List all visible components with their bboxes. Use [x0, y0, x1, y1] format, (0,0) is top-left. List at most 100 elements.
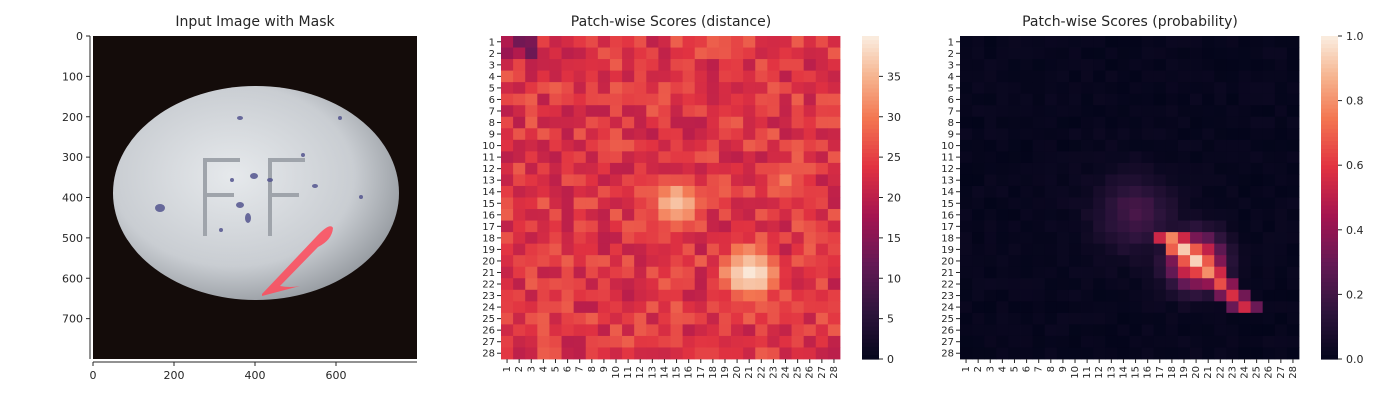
- heatmap-cell: [827, 232, 841, 245]
- heatmap-cell: [731, 301, 744, 314]
- heatmap-cell: [1165, 289, 1179, 302]
- colorbar-segment: [862, 350, 879, 356]
- heatmap-cell: [561, 105, 575, 118]
- heatmap-cell: [1262, 266, 1276, 279]
- heatmap-cell: [803, 209, 817, 221]
- heatmap-cell: [1068, 36, 1082, 48]
- heatmap-cell: [682, 278, 696, 291]
- heatmap-cell: [1056, 232, 1070, 245]
- heatmap-cell: [1141, 266, 1155, 279]
- colorbar-segment: [1321, 132, 1338, 138]
- heatmap-cell: [1274, 209, 1288, 221]
- heatmap-cell: [537, 174, 550, 187]
- heatmap-cell: [803, 278, 817, 291]
- heatmap-cell: [573, 185, 587, 198]
- colorbar-segment: [1321, 330, 1338, 336]
- x-tick-label: 6: [1022, 366, 1033, 372]
- heatmap-cell: [1093, 185, 1106, 198]
- heatmap-cell: [609, 70, 623, 83]
- y-tick-label: 16: [941, 210, 954, 221]
- heatmap-cell: [1081, 255, 1094, 268]
- heatmap-cell: [634, 278, 647, 291]
- heatmap-cell: [501, 174, 514, 187]
- heatmap-cell: [549, 289, 562, 302]
- heatmap-cell: [827, 151, 841, 164]
- colorbar-segment: [1321, 84, 1338, 90]
- heatmap-cell: [1032, 47, 1046, 60]
- heatmap-cell: [996, 220, 1009, 233]
- heatmap-cell: [694, 185, 708, 198]
- colorbar-segment: [862, 100, 879, 106]
- heatmap-cell: [1286, 312, 1300, 325]
- heatmap-cell: [1250, 93, 1264, 106]
- y-tick-label: 400: [62, 192, 83, 205]
- heatmap-cell: [1177, 185, 1191, 198]
- heatmap-cell: [984, 220, 997, 233]
- heatmap-cell: [767, 278, 780, 291]
- heatmap-cell: [827, 266, 841, 279]
- heatmap-cell: [585, 220, 599, 233]
- heatmap-cell: [1129, 312, 1143, 325]
- x-tick-label: 15: [672, 366, 683, 379]
- heatmap-cell: [1250, 324, 1264, 337]
- heatmap-cell: [501, 162, 514, 175]
- heatmap-cell: [1141, 209, 1155, 221]
- heatmap-cell: [694, 289, 708, 302]
- heatmap-cell: [1081, 324, 1094, 337]
- heatmap-cell: [694, 278, 708, 291]
- heatmap-cell: [1129, 197, 1143, 210]
- heatmap-cell: [1250, 105, 1264, 118]
- heatmap-cell: [1056, 266, 1070, 279]
- heatmap-cell: [501, 105, 514, 118]
- heatmap-cell: [537, 47, 550, 60]
- heatmap-cell: [1250, 116, 1264, 129]
- colorbar-segment: [862, 282, 879, 287]
- heatmap-cell: [597, 220, 611, 233]
- heatmap-cell: [1044, 139, 1058, 152]
- heatmap-cell: [1238, 47, 1251, 60]
- heatmap-cell: [573, 220, 587, 233]
- heatmap-cell: [1165, 197, 1179, 210]
- heatmap-cell: [755, 220, 768, 233]
- heatmap-cell: [1226, 197, 1239, 210]
- heatmap-cell: [549, 301, 562, 314]
- heatmap-cell: [622, 93, 635, 106]
- heatmap-cell: [525, 312, 538, 325]
- heatmap-cell: [1226, 266, 1239, 279]
- colorbar-segment: [1321, 40, 1338, 45]
- heatmap-cell: [1202, 36, 1215, 48]
- heatmap-cell: [513, 162, 526, 175]
- heatmap-cell: [1081, 47, 1094, 60]
- heatmap-cell: [525, 47, 538, 60]
- colorbar-segment: [1321, 52, 1338, 57]
- heatmap-cell: [803, 324, 817, 337]
- heatmap-cell: [706, 128, 720, 141]
- heatmap-cell: [1105, 266, 1118, 279]
- colorbar-segment: [862, 173, 879, 178]
- heatmap-cell: [1032, 335, 1046, 348]
- heatmap-cell: [1068, 324, 1082, 337]
- heatmap-cell: [803, 174, 817, 187]
- y-tick-label: 20: [482, 256, 495, 267]
- heatmap-cell: [573, 139, 587, 152]
- heatmap-cell: [755, 197, 768, 210]
- colorbar-segment: [862, 233, 879, 239]
- x-tick-label: 25: [793, 366, 804, 379]
- heatmap-cell: [537, 185, 550, 198]
- heatmap-cell: [827, 278, 841, 291]
- heatmap-cell: [1226, 162, 1239, 175]
- heatmap-cell: [1117, 301, 1130, 314]
- heatmap-cell: [609, 232, 623, 245]
- heatmap-cell: [1202, 185, 1215, 198]
- heatmap-cell: [573, 278, 587, 291]
- heatmap-cell: [1238, 162, 1251, 175]
- heatmap-cell: [1250, 312, 1264, 325]
- heatmap-cell: [1165, 82, 1179, 95]
- heatmap-cell: [731, 232, 744, 245]
- heatmap-cell: [573, 289, 587, 302]
- heatmap-cell: [1093, 197, 1106, 210]
- heatmap-cell: [537, 151, 550, 164]
- heatmap-cell: [682, 347, 696, 360]
- heatmap-cell: [573, 197, 587, 210]
- heatmap-cell: [1202, 278, 1215, 291]
